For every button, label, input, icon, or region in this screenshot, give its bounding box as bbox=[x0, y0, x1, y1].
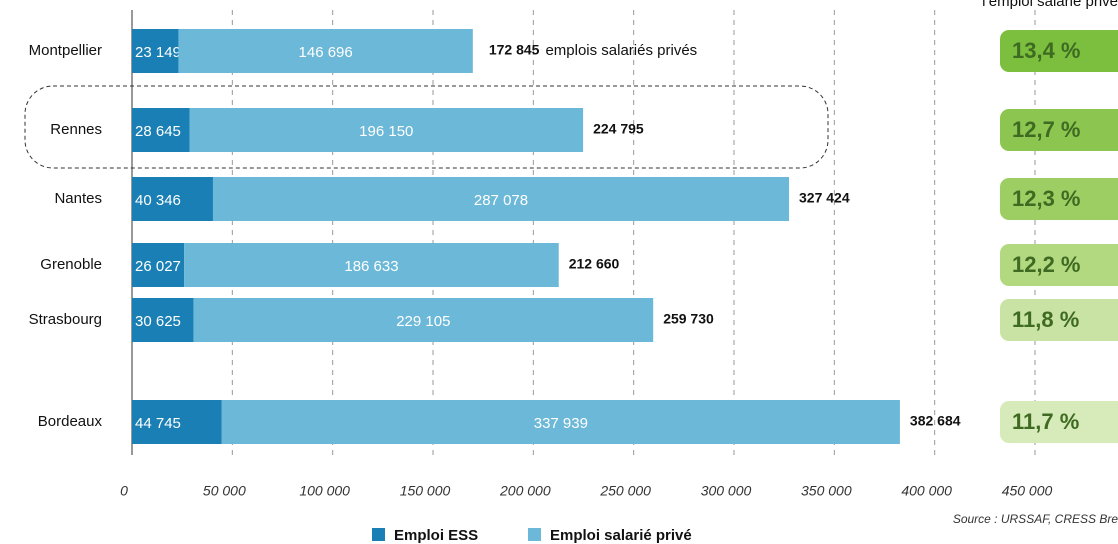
segment-label: 196 150 bbox=[359, 123, 413, 140]
share-header: l’emploi salarié privé bbox=[982, 0, 1118, 10]
bar-segment bbox=[132, 108, 190, 152]
x-tick-label: 350 000 bbox=[801, 483, 852, 499]
share-label: 12,2 % bbox=[1012, 252, 1081, 277]
segment-label: 30 625 bbox=[135, 313, 181, 330]
y-tick-label: Bordeaux bbox=[38, 413, 103, 430]
legend-swatch bbox=[372, 528, 385, 541]
segment-label: 146 696 bbox=[299, 44, 353, 61]
share-badge bbox=[1000, 401, 1118, 443]
total-label: 212 660 bbox=[569, 256, 620, 272]
segment-label: 337 939 bbox=[534, 415, 588, 432]
x-tick-label: 250 000 bbox=[599, 483, 651, 499]
x-tick-label: 200 000 bbox=[499, 483, 551, 499]
bar-segment bbox=[193, 298, 654, 342]
share-label: 11,8 % bbox=[1012, 307, 1079, 332]
x-tick-label: 300 000 bbox=[701, 483, 752, 499]
bar-segment bbox=[221, 400, 900, 444]
y-tick-label: Strasbourg bbox=[29, 311, 102, 328]
bar-segment bbox=[132, 400, 222, 444]
share-badge bbox=[1000, 30, 1118, 72]
segment-label: 44 745 bbox=[135, 415, 181, 432]
y-tick-label: Nantes bbox=[54, 190, 102, 207]
y-tick-label: Grenoble bbox=[40, 256, 102, 273]
total-label: 382 684 bbox=[910, 413, 961, 429]
total-label: 172 845 bbox=[489, 42, 540, 58]
highlight-frame bbox=[24, 85, 829, 169]
total-label: 259 730 bbox=[663, 311, 714, 327]
segment-label: 287 078 bbox=[474, 192, 528, 209]
bar-segment bbox=[184, 243, 559, 287]
total-label: 224 795 bbox=[593, 121, 644, 137]
share-badge bbox=[1000, 244, 1118, 286]
y-tick-label: Rennes bbox=[50, 121, 102, 138]
share-label: 12,7 % bbox=[1012, 117, 1081, 142]
share-badge bbox=[1000, 178, 1118, 220]
share-badge bbox=[1000, 109, 1118, 151]
x-tick-label: 0 bbox=[120, 483, 128, 499]
bar-segment bbox=[132, 177, 213, 221]
x-tick-label: 50 000 bbox=[203, 483, 246, 499]
x-tick-label: 100 000 bbox=[299, 483, 350, 499]
bar-segment bbox=[132, 298, 194, 342]
x-tick-label: 400 000 bbox=[901, 483, 952, 499]
share-label: 11,7 % bbox=[1012, 409, 1079, 434]
bar-segment bbox=[178, 29, 473, 73]
y-tick-label: Montpellier bbox=[29, 42, 102, 59]
bar-segment bbox=[212, 177, 790, 221]
segment-label: 229 105 bbox=[396, 313, 450, 330]
legend-label: Emploi ESS bbox=[394, 527, 478, 544]
segment-label: 23 149 bbox=[135, 44, 181, 61]
legend-label: Emploi salarié privé bbox=[550, 527, 692, 544]
bar-segment bbox=[132, 243, 185, 287]
bar-segment bbox=[189, 108, 584, 152]
segment-label: 186 633 bbox=[344, 258, 398, 275]
segment-label: 26 027 bbox=[135, 258, 181, 275]
bar-segment bbox=[132, 29, 179, 73]
x-tick-label: 450 000 bbox=[1002, 483, 1053, 499]
x-tick-label: 150 000 bbox=[400, 483, 451, 499]
segment-label: 40 346 bbox=[135, 192, 181, 209]
total-annotation: emplois salariés privés bbox=[545, 42, 697, 59]
share-badge bbox=[1000, 299, 1118, 341]
share-label: 13,4 % bbox=[1012, 38, 1081, 63]
source: Source : URSSAF, CRESS Bre bbox=[953, 512, 1118, 526]
legend-swatch bbox=[528, 528, 541, 541]
total-label: 327 424 bbox=[799, 190, 850, 206]
segment-label: 28 645 bbox=[135, 123, 181, 140]
share-label: 12,3 % bbox=[1012, 186, 1081, 211]
